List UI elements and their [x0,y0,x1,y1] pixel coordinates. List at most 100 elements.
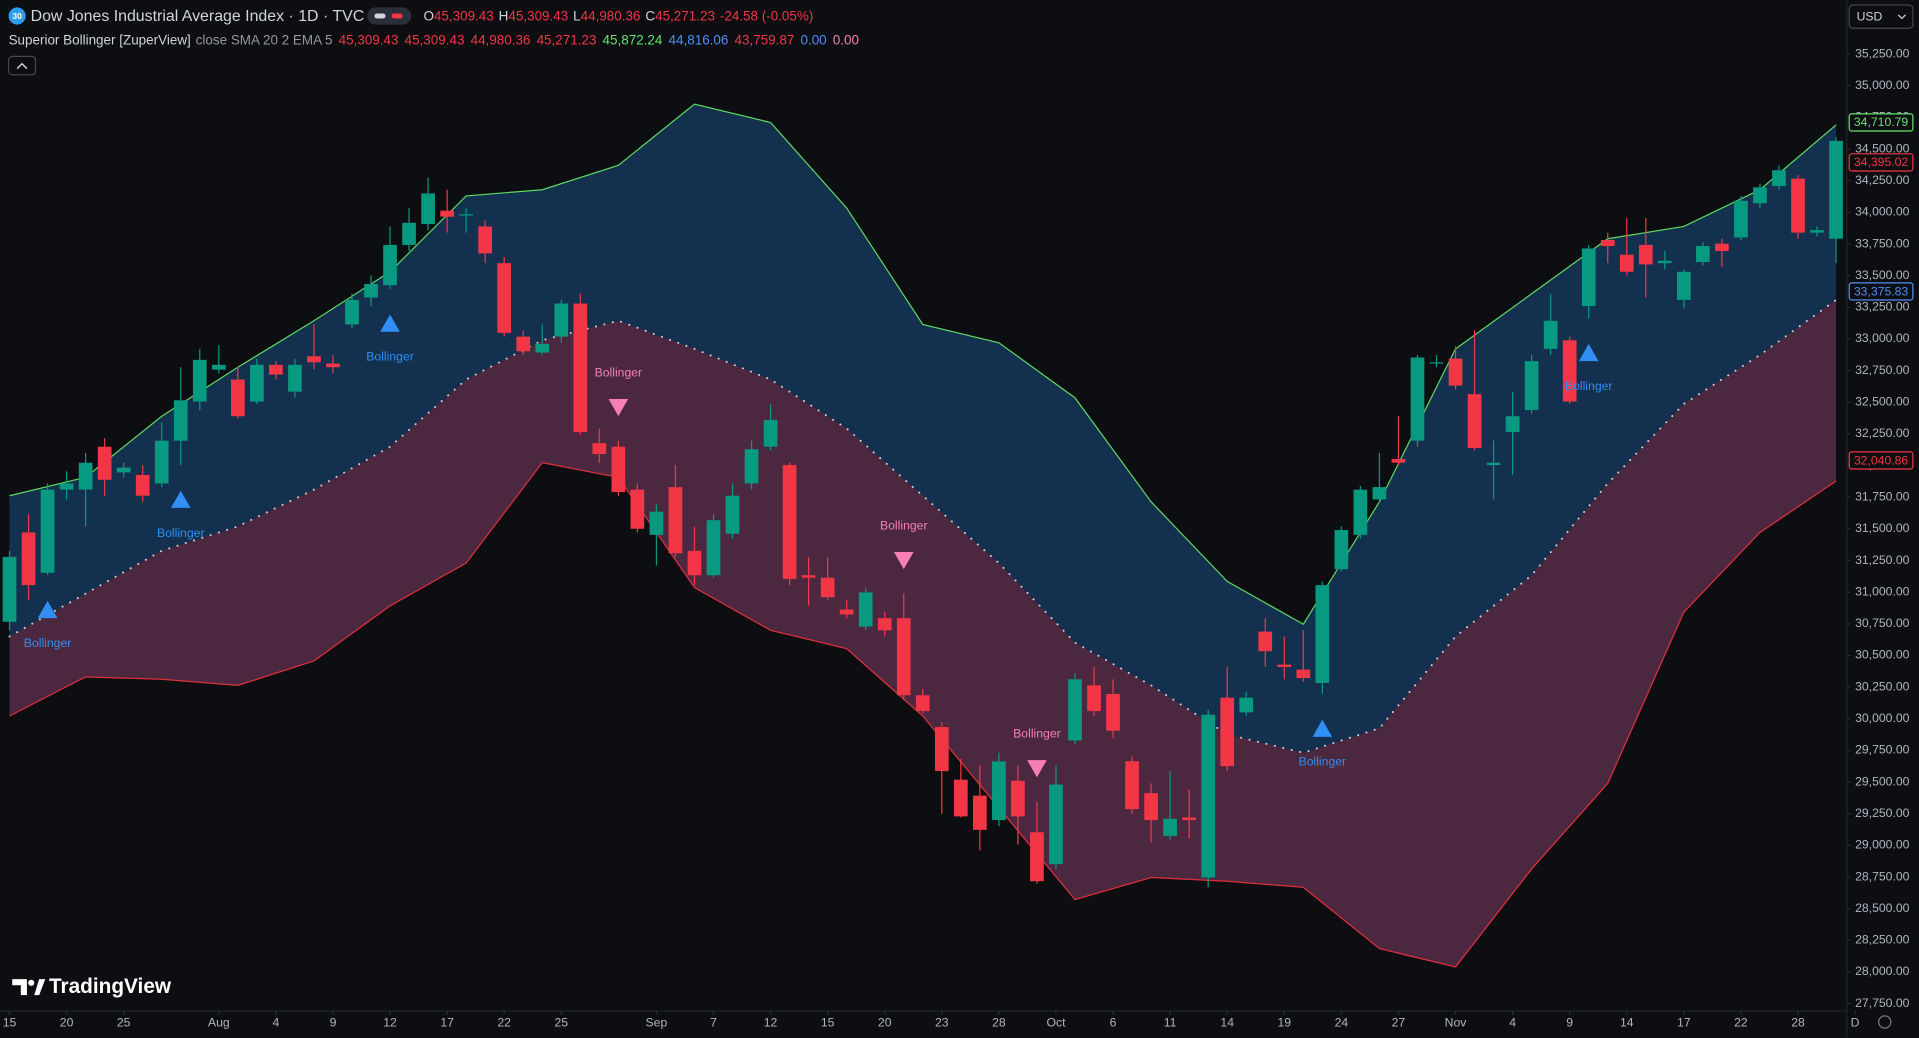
y-tick-label: 29,500.00 [1855,774,1910,788]
candle-body [858,592,873,627]
x-tick-label: 24 [1335,1015,1349,1029]
x-tick-label: Aug [208,1015,230,1029]
y-tick-label: 32,250.00 [1855,426,1910,440]
candle-body [1467,394,1482,448]
y-tick-label: 28,000.00 [1855,964,1910,978]
x-tick-label: D [1851,1015,1860,1029]
candle-body [706,520,721,576]
collapse-button[interactable] [7,55,37,76]
plot-area: Bollinger Bollinger Bollinger Bollinger Boll… [2,103,1843,968]
y-tick-label: 33,750.00 [1855,236,1910,250]
indicator-value: 45,271.23 [537,32,597,47]
x-tick-label: 15 [821,1015,835,1029]
candle-body [1810,230,1824,233]
x-tick-label: 22 [1734,1015,1748,1029]
y-tick-label: 32,750.00 [1855,363,1910,377]
candle-body [2,556,17,622]
candle-body [211,364,226,370]
candle-body [345,299,359,325]
candle-body [1201,714,1216,878]
candle-body [1753,187,1767,204]
candle-body [1791,178,1805,233]
price-label-box [1848,113,1914,132]
currency-select[interactable]: USD [1848,4,1914,29]
price-label: 34,395.02 [1854,155,1909,169]
x-tick-label: 14 [1620,1015,1634,1029]
logo-mark [12,979,27,996]
candle-body [1619,254,1634,272]
y-tick-label: 27,750.00 [1855,996,1910,1010]
candle-body [192,359,207,402]
candle-body [1505,416,1520,433]
signal-marker [1578,343,1599,362]
candle-body [1144,793,1158,821]
ohlc-legend: O45,309.43 H45,309.43 L44,980.36 C45,271.23… [423,8,813,23]
candle-body [1581,248,1596,307]
x-tick-label: 9 [1566,1015,1573,1029]
candle-body [1829,140,1843,239]
candle-body [154,440,169,484]
x-tick-label: Oct [1046,1015,1066,1029]
candle-body [1486,462,1501,466]
signal-marker [1312,719,1333,737]
candle-body [535,343,550,353]
y-tick-label: 31,750.00 [1855,489,1910,503]
signal-label: Bollinger [1299,755,1347,769]
y-tick-label: 29,750.00 [1855,743,1910,757]
badge-text: 30 [12,11,22,21]
signal-marker [380,314,400,332]
ohlc-value: 45,309.43 [508,8,568,23]
price-label-box [1848,451,1914,470]
candle-body [1239,697,1254,713]
candle-body [1106,693,1120,731]
candle-body [1734,200,1748,238]
candle-body [21,532,36,586]
candle-body [1315,585,1330,683]
x-tick-label: Sep [646,1015,668,1029]
candle-body [934,727,949,772]
candle-body [1220,697,1235,767]
y-tick-label: 33,000.00 [1855,331,1910,345]
candle-body [1125,761,1139,810]
candle-body [1657,260,1672,264]
y-tick-label: 28,500.00 [1855,901,1910,915]
x-tick-label: 17 [440,1015,454,1029]
price-label: 34,710.79 [1854,115,1909,129]
ohlc-key: O [423,8,433,23]
signal-label: Bollinger [24,636,72,650]
y-tick-label: 32,500.00 [1855,395,1910,409]
lower-band [9,462,1837,968]
logo-mark [34,979,46,996]
x-tick-label: 15 [3,1015,17,1029]
collapse-box[interactable] [7,55,37,76]
lower-band-fill [9,299,1837,967]
candle-body [1638,244,1653,265]
symbol-badge [8,7,26,25]
x-tick-label: 19 [1277,1015,1291,1029]
header-row: 30 Dow Jones Industrial Average Index · … [8,7,813,25]
symbol-title: Dow Jones Industrial Average Index · 1D … [31,8,365,25]
candle-body [1391,459,1406,463]
currency-box[interactable] [1848,4,1914,29]
price-label-box [1848,153,1914,172]
toggle-pill[interactable] [367,7,412,25]
candle-body [230,379,245,417]
currency: USD [1857,9,1883,23]
x-tick-label: 12 [764,1015,778,1029]
candle-body [1011,780,1025,817]
ohlc-key: C [645,8,655,23]
signal-label: Bollinger [1013,727,1061,741]
candle-body [1448,358,1463,386]
x-tick-label: 14 [1220,1015,1234,1029]
basis-line [8,298,1838,754]
settings-icon[interactable] [1878,1015,1892,1029]
x-tick-label: 22 [497,1015,511,1029]
candle-body [478,226,493,254]
candle-body [135,474,150,496]
signal-marker [1027,760,1047,778]
candle-body [383,244,397,286]
candle-body [1429,362,1444,364]
x-tick-label: 25 [117,1015,131,1029]
candle-body [687,550,702,576]
